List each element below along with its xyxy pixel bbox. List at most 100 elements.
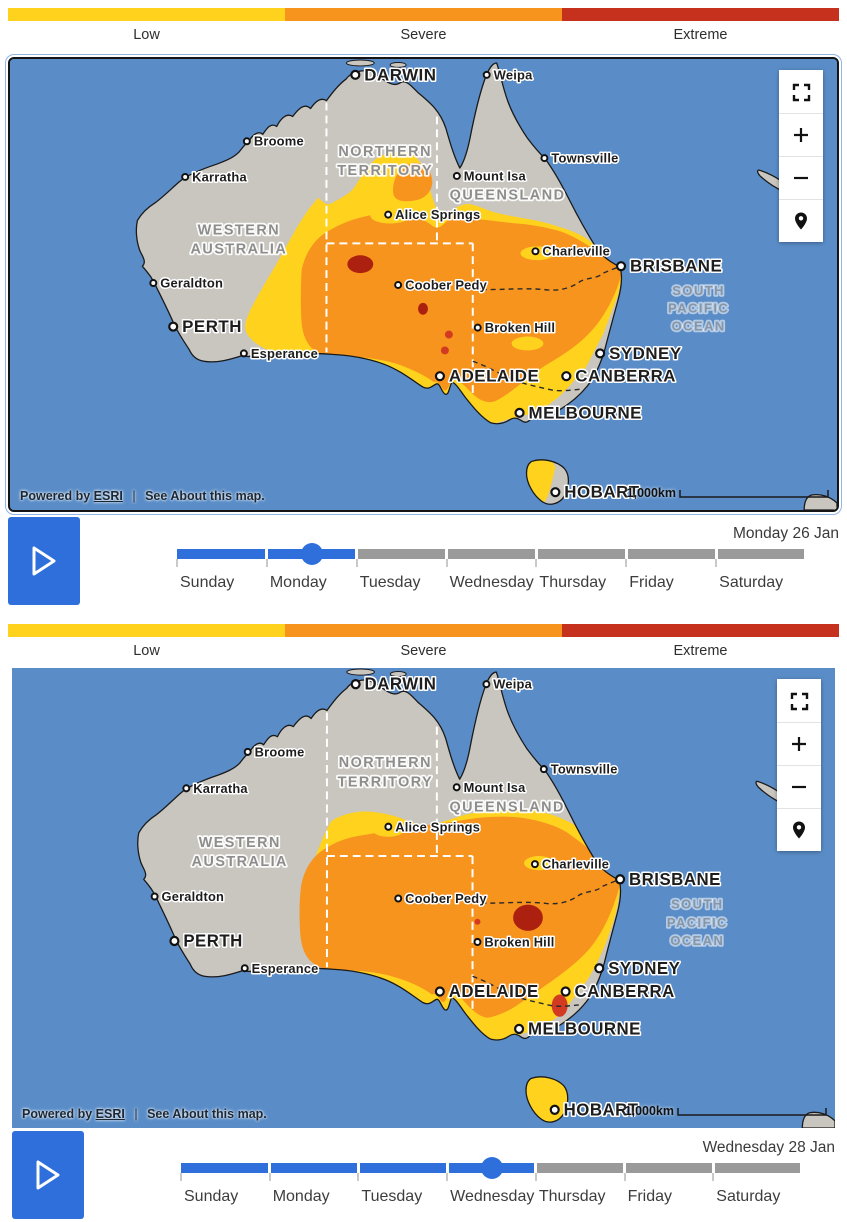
city-marker (394, 281, 403, 289)
play-button[interactable] (12, 1131, 84, 1219)
slider-tick (446, 1173, 449, 1181)
city-marker (539, 765, 548, 774)
state-label: NORTHERN TERRITORY (338, 755, 434, 790)
city-label: Townsville (551, 151, 618, 166)
coastline (525, 459, 570, 505)
australia-heatwave-map: NORTHERN TERRITORY QUEENSLAND WESTERN AUSTRA… (10, 59, 837, 510)
city-marker (549, 1104, 560, 1115)
city-label: Broome (254, 134, 304, 149)
play-button[interactable] (8, 517, 80, 605)
slider-segment[interactable] (271, 1163, 357, 1173)
slider-track[interactable] (180, 1157, 802, 1181)
slider-thumb[interactable] (480, 1157, 503, 1179)
legend-segment-low (8, 8, 285, 21)
slider-segment[interactable] (177, 549, 266, 559)
map-canvas[interactable]: NORTHERN TERRITORY QUEENSLAND WESTERN AUSTRA… (12, 668, 835, 1128)
city-label: MELBOURNE (528, 1019, 641, 1038)
slider-segment[interactable] (714, 1163, 801, 1173)
day-label: Sunday (180, 574, 235, 591)
locate-button[interactable] (777, 808, 821, 851)
state-border (472, 975, 583, 1007)
legend-label-severe: Severe (400, 643, 447, 659)
state-border (472, 360, 584, 392)
city-marker (150, 892, 159, 901)
city-label: BRISBANE (630, 257, 722, 276)
slider-tick (355, 559, 358, 567)
city-marker (615, 874, 626, 885)
state-label: WESTERN AUSTRALIA (192, 835, 288, 870)
map-canvas[interactable]: NORTHERN TERRITORY QUEENSLAND WESTERN AUSTRA… (5, 54, 842, 515)
coastline (525, 1076, 569, 1123)
island (389, 61, 407, 68)
slider-segment[interactable] (627, 549, 715, 559)
state-label: QUEENSLAND (450, 799, 565, 815)
ocean-label: SOUTH PACIFIC OCEAN (667, 896, 728, 948)
day-label: Sunday (184, 1188, 239, 1205)
city-marker (384, 210, 393, 219)
slider-tick (625, 559, 628, 567)
city-marker (168, 321, 179, 332)
city-marker (514, 1023, 525, 1035)
slider-segment[interactable] (717, 549, 805, 559)
city-marker (473, 323, 482, 332)
zoom-in-button[interactable] (777, 722, 821, 765)
city-label: BRISBANE (629, 870, 721, 889)
slider-tick (265, 559, 268, 567)
city-marker (149, 279, 158, 287)
slider-segment[interactable] (181, 1163, 269, 1173)
city-label: Geraldton (160, 275, 223, 290)
city-marker (350, 679, 361, 690)
play-icon (36, 1160, 60, 1190)
city-label: HOBART (564, 1100, 639, 1119)
city-marker (561, 371, 572, 382)
slider-segment[interactable] (537, 549, 625, 559)
zoom-out-button[interactable] (779, 156, 823, 199)
zoom-out-button[interactable] (777, 765, 821, 808)
city-marker (560, 986, 571, 997)
legend-segment-severe (285, 8, 562, 21)
city-label: Mount Isa (464, 168, 527, 183)
slider-segment[interactable] (358, 549, 446, 559)
city-label: SYDNEY (608, 959, 680, 978)
slider-segment[interactable] (626, 1163, 712, 1173)
selected-date-label: Monday 26 Jan (733, 525, 839, 542)
state-label: QUEENSLAND (450, 188, 566, 204)
city-label: Townsville (551, 762, 618, 777)
esri-link[interactable]: ESRI (93, 489, 123, 503)
slider-segment[interactable] (359, 1163, 446, 1173)
city-label: Alice Springs (395, 819, 480, 834)
severity-legend-bar (8, 8, 839, 21)
slider-tick (712, 1173, 715, 1181)
city-label: MELBOURNE (528, 403, 641, 422)
esri-link[interactable]: ESRI (95, 1107, 125, 1121)
day-label: Thursday (539, 574, 607, 591)
map-scalebar: 1,000km (625, 1104, 827, 1118)
severity-legend-bar (8, 624, 839, 637)
city-label: Broken Hill (485, 320, 555, 335)
map-controls (779, 70, 823, 242)
heat-region-low (524, 856, 554, 871)
locate-button[interactable] (779, 199, 823, 242)
slider-thumb[interactable] (300, 543, 323, 565)
city-marker (240, 964, 249, 973)
heatwave-forecast-widget-2: Low Severe Extreme NORTHERN TERRITORY QUEE… (0, 624, 847, 1219)
plus-icon (792, 737, 806, 751)
slider-tick (623, 1173, 626, 1181)
city-marker (434, 371, 445, 382)
legend-segment-low (8, 624, 285, 637)
selected-date-label: Wednesday 28 Jan (702, 1139, 835, 1156)
slider-segment[interactable] (448, 549, 535, 559)
city-marker (482, 680, 491, 689)
animation-player: Monday 26 Jan Sunday Monday Tuesday Wednesd… (8, 517, 839, 605)
day-label: Thursday (538, 1188, 606, 1205)
fullscreen-button[interactable] (779, 70, 823, 113)
heat-region-extreme_dark (418, 302, 428, 315)
slider-tick (715, 559, 718, 567)
fullscreen-button[interactable] (777, 679, 821, 722)
day-labels: Sunday Monday Tuesday Wednesday Thursday Frid… (177, 573, 806, 593)
city-label: CANBERRA (575, 982, 675, 1001)
zoom-in-button[interactable] (779, 113, 823, 156)
city-label: CANBERRA (575, 367, 676, 386)
slider-track[interactable] (176, 543, 806, 567)
slider-segment[interactable] (537, 1163, 624, 1173)
